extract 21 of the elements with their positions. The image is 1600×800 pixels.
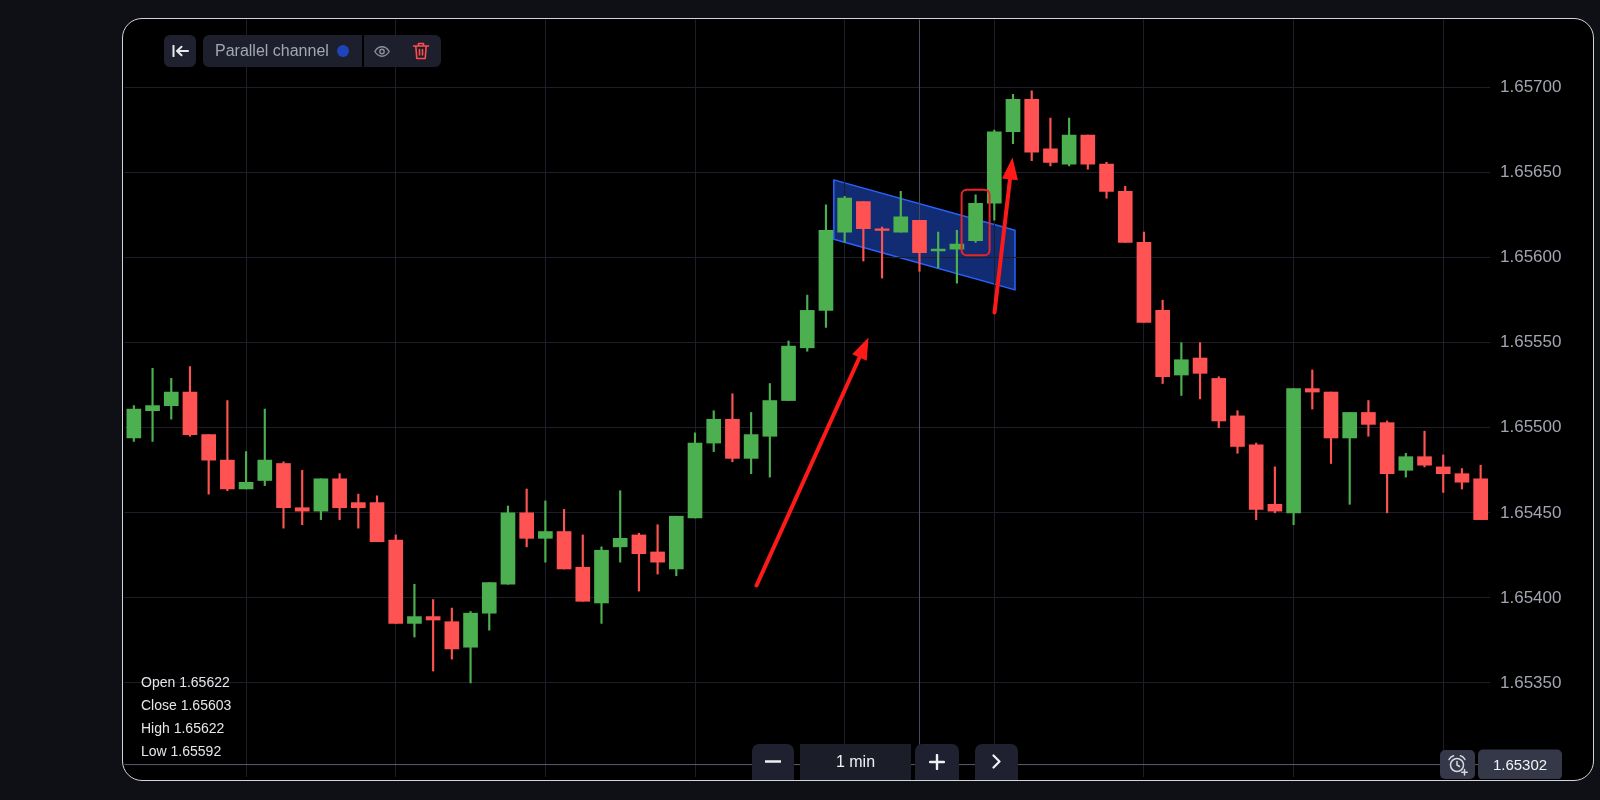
y-tick-label: 1.65650 [1500,162,1562,182]
y-tick-label: 1.65600 [1500,247,1562,267]
annotation: Open 1.65622 [141,673,230,691]
candlestick [1043,117,1058,167]
candlestick [1417,430,1432,468]
annotation: Low 1.65592 [141,742,222,760]
y-tick-label: 1.65550 [1500,332,1562,352]
y-tick-label: 1.65350 [1500,672,1562,692]
y-tick-label: 1.65500 [1500,417,1562,437]
annotation: Close 1.65603 [141,696,232,714]
candlestick [145,367,160,442]
y-tick-label: 1.65700 [1500,77,1562,97]
annotation: 1 min [835,752,876,771]
annotation: Parallel channel [215,42,329,60]
tool-label-box: Parallel channel [203,35,362,67]
candlestick [407,583,422,638]
ref-line-label: 1.65302 [1492,755,1548,773]
y-tick-label: 1.65450 [1500,502,1562,522]
annotation: High 1.65622 [141,719,225,737]
interval-field: 1 min [800,744,911,780]
y-tick-label: 1.65400 [1500,587,1562,607]
